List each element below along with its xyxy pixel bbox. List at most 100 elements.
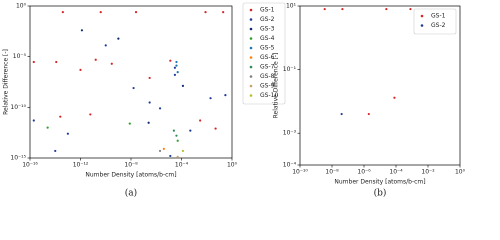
legend-marker <box>249 8 253 12</box>
legend-label: GS-7 <box>260 64 275 71</box>
y-tick-label: 10⁻¹⁰ <box>10 104 26 111</box>
legend-label: GS-1 <box>260 7 275 14</box>
x-tick-label: 10⁰ <box>227 162 238 169</box>
point <box>175 64 178 67</box>
legend-label: GS-2 <box>431 22 446 29</box>
legend-marker <box>249 37 253 40</box>
point <box>46 126 49 129</box>
legend-marker <box>249 56 253 59</box>
point <box>99 11 102 14</box>
legend-label: GS-4 <box>260 35 275 42</box>
point <box>89 113 92 116</box>
point <box>189 129 192 132</box>
point <box>32 119 35 122</box>
point <box>323 7 326 11</box>
legend-marker <box>249 65 253 69</box>
point <box>148 76 151 80</box>
point <box>222 11 225 14</box>
point <box>147 121 150 124</box>
legend-marker <box>420 24 424 27</box>
legend-frame <box>413 8 457 35</box>
point <box>181 84 185 88</box>
x-tick-label: 10⁰ <box>455 169 466 176</box>
legend-marker <box>249 46 253 50</box>
point <box>385 7 388 11</box>
point <box>55 60 58 64</box>
point <box>209 97 212 100</box>
point <box>176 155 179 158</box>
point <box>367 112 370 116</box>
x-tick-label: 10⁻⁴ <box>389 169 403 176</box>
legend-label: GS-9 <box>260 83 275 90</box>
legend-marker <box>420 14 424 18</box>
y-axis-label: Relative Difference [-] <box>3 49 10 115</box>
caption: (b) <box>374 188 387 199</box>
plot-frame <box>299 5 461 166</box>
legend-frame <box>242 2 286 105</box>
point <box>175 60 178 64</box>
point <box>128 122 131 125</box>
point <box>117 37 120 40</box>
y-tick-label: 10¹ <box>286 3 297 10</box>
caption: (a) <box>125 188 137 199</box>
y-tick-label: 10⁻¹⁵ <box>10 155 26 162</box>
point <box>204 11 207 14</box>
point <box>94 58 97 61</box>
point <box>176 70 179 74</box>
point <box>224 94 227 97</box>
point <box>181 149 185 153</box>
point <box>110 62 113 65</box>
y-tick-label: 10⁻⁵ <box>13 53 27 60</box>
x-axis-label: Number Density [atoms/b-cm] <box>334 179 425 186</box>
point <box>199 119 202 122</box>
legend-marker <box>249 18 253 21</box>
legend-label: GS-3 <box>260 26 275 33</box>
y-axis-label: Relative Difference [-] <box>273 53 280 119</box>
point <box>158 149 162 153</box>
y-tick-label: 10⁻⁴ <box>283 162 297 169</box>
y-tick-label: 10⁰ <box>16 3 27 10</box>
point <box>175 134 178 137</box>
point <box>32 60 35 64</box>
x-tick-label: 10⁻⁴ <box>175 162 189 169</box>
point <box>80 29 84 32</box>
point <box>66 132 69 135</box>
legend-marker <box>249 27 253 31</box>
legend-marker <box>249 94 253 97</box>
point <box>173 66 176 69</box>
point <box>169 154 172 158</box>
x-tick-label: 10⁻² <box>421 169 435 176</box>
legend-label: GS-6 <box>260 54 275 61</box>
legend-marker <box>249 75 253 78</box>
point <box>54 149 57 153</box>
point <box>173 73 176 76</box>
legend-label: GS-10 <box>260 92 278 99</box>
point <box>158 107 162 110</box>
point <box>176 139 179 142</box>
point <box>162 147 165 150</box>
x-tick-label: 10⁻¹⁶ <box>22 162 38 169</box>
point <box>132 86 135 90</box>
point <box>79 68 82 71</box>
point <box>393 96 396 99</box>
legend-label: GS-5 <box>260 45 275 52</box>
point <box>104 44 107 47</box>
legend-marker <box>249 84 253 88</box>
legend-label: GS-1 <box>431 13 446 20</box>
plot-frame <box>29 5 233 159</box>
point <box>172 129 175 132</box>
point <box>134 11 138 14</box>
figure: 10⁻¹⁶ 10⁻¹² 10⁻⁸ 10⁻⁴ 10⁰ 10⁻¹⁵ 10⁻¹⁰ 10⁻⁵ 10⁰ Nu… <box>3 2 466 199</box>
point <box>409 7 412 11</box>
y-tick-label: 10⁻³ <box>283 130 297 137</box>
point <box>59 115 62 118</box>
point <box>61 11 64 14</box>
legend-label: GS-8 <box>260 73 275 80</box>
x-tick-label: 10⁻¹² <box>73 162 89 169</box>
y-tick-label: 10⁻¹ <box>283 66 297 73</box>
point <box>214 127 217 130</box>
point <box>169 59 172 62</box>
x-tick-label: 10⁻⁶ <box>357 169 371 176</box>
x-tick-label: 10⁻¹⁰ <box>292 169 308 176</box>
x-tick-label: 10⁻⁸ <box>124 162 138 169</box>
